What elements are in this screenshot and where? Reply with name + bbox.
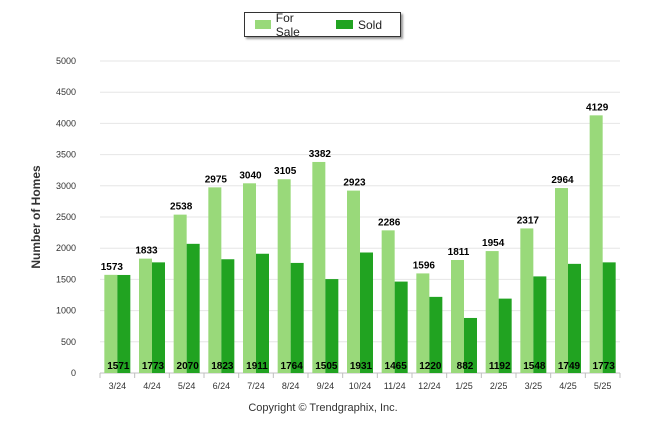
legend-label-for-sale: For Sale <box>275 10 300 39</box>
bar-sold <box>394 281 408 373</box>
y-tick-label: 3000 <box>56 181 76 191</box>
x-tick-label: 8/24 <box>282 381 300 391</box>
data-label-sold: 2070 <box>177 361 200 372</box>
bar-sold <box>533 276 547 373</box>
bar-for-sale <box>139 258 152 373</box>
bar-for-sale <box>416 273 430 373</box>
bar-for-sale <box>312 161 326 373</box>
bar-sold <box>464 317 477 373</box>
legend-item-for-sale[interactable]: For Sale <box>255 11 318 39</box>
bar-sold <box>186 243 200 373</box>
x-tick-label: 1/25 <box>455 381 473 391</box>
data-label-for-sale: 2923 <box>343 178 366 189</box>
bar-for-sale <box>208 187 222 373</box>
bar-sold <box>360 252 373 373</box>
bar-for-sale <box>520 228 534 373</box>
data-label-for-sale: 2964 <box>551 175 574 186</box>
bar-sold <box>602 262 616 373</box>
bar-sold <box>325 279 339 373</box>
data-label-sold: 1465 <box>385 361 408 372</box>
bar-sold <box>221 259 235 373</box>
legend-swatch-for-sale <box>255 20 271 29</box>
data-label-for-sale: 2317 <box>517 215 540 226</box>
data-label-sold: 1548 <box>523 361 546 372</box>
copyright-footer: Copyright © Trendgraphix, Inc. <box>248 402 398 414</box>
y-tick-label: 0 <box>71 368 76 378</box>
data-label-sold: 1749 <box>558 361 581 372</box>
data-label-sold: 1931 <box>350 361 373 372</box>
bar-for-sale <box>104 274 118 373</box>
bar-sold <box>117 274 131 373</box>
data-label-sold: 1764 <box>281 361 304 372</box>
bar-for-sale <box>173 214 187 373</box>
data-label-sold: 1571 <box>107 361 130 372</box>
data-label-sold: 1505 <box>315 361 338 372</box>
data-label-for-sale: 1833 <box>135 246 158 257</box>
bar-for-sale <box>347 190 360 373</box>
x-tick-label: 4/25 <box>559 381 577 391</box>
y-tick-label: 1500 <box>56 274 76 284</box>
x-tick-label: 3/24 <box>109 381 127 391</box>
bar-for-sale <box>485 251 499 373</box>
data-label-sold: 1773 <box>142 361 165 372</box>
legend-swatch-sold <box>335 20 353 29</box>
x-tick-label: 5/25 <box>594 381 612 391</box>
data-label-for-sale: 1596 <box>413 260 436 271</box>
x-tick-label: 11/24 <box>384 381 406 391</box>
x-tick-label: 7/24 <box>247 381 265 391</box>
data-label-sold: 1823 <box>211 361 234 372</box>
x-tick-label: 6/24 <box>213 381 231 391</box>
data-label-for-sale: 3040 <box>239 170 262 181</box>
y-tick-label: 2500 <box>56 212 76 222</box>
data-label-sold: 882 <box>457 361 474 372</box>
y-axis-label: Number of Homes <box>29 165 43 269</box>
data-label-for-sale: 1573 <box>101 262 124 273</box>
data-label-for-sale: 2538 <box>170 202 193 213</box>
data-label-sold: 1220 <box>419 361 442 372</box>
x-tick-label: 5/24 <box>178 381 196 391</box>
bar-sold <box>498 298 512 373</box>
legend-label-sold: Sold <box>357 17 382 32</box>
y-tick-label: 500 <box>61 337 76 347</box>
bar-for-sale <box>451 259 464 373</box>
y-tick-label: 3500 <box>56 150 76 160</box>
bar-sold <box>256 253 269 373</box>
data-label-sold: 1773 <box>593 361 616 372</box>
bar-for-sale <box>381 230 395 373</box>
x-tick-label: 2/25 <box>490 381 508 391</box>
data-label-sold: 1911 <box>246 361 268 372</box>
bar-for-sale <box>243 183 256 373</box>
data-label-for-sale: 2286 <box>378 217 401 228</box>
y-tick-label: 2000 <box>56 243 76 253</box>
x-tick-label: 12/24 <box>418 381 441 391</box>
bar-sold <box>568 263 581 373</box>
y-tick-label: 4500 <box>56 87 76 97</box>
data-label-for-sale: 1954 <box>482 238 505 249</box>
y-tick-label: 4000 <box>56 118 76 128</box>
bar-for-sale <box>589 115 603 373</box>
data-label-for-sale: 3105 <box>274 166 297 177</box>
data-label-for-sale: 3382 <box>309 149 332 160</box>
x-tick-label: 10/24 <box>349 381 372 391</box>
data-label-for-sale: 1811 <box>448 247 470 258</box>
x-tick-label: 4/24 <box>143 381 161 391</box>
bar-sold <box>429 296 443 373</box>
y-tick-label: 1000 <box>56 306 76 316</box>
data-label-sold: 1192 <box>489 361 511 372</box>
legend: For Sale Sold <box>244 11 401 39</box>
bar-sold <box>152 262 165 373</box>
bar-for-sale <box>277 179 291 373</box>
data-label-for-sale: 4129 <box>586 102 609 113</box>
data-label-for-sale: 2975 <box>205 174 228 185</box>
x-tick-label: 9/24 <box>317 381 335 391</box>
y-tick-label: 5000 <box>56 56 76 66</box>
bar-for-sale <box>555 188 568 373</box>
bar-sold <box>290 262 304 373</box>
legend-item-sold[interactable]: Sold <box>335 17 382 32</box>
x-tick-label: 3/25 <box>525 381 543 391</box>
